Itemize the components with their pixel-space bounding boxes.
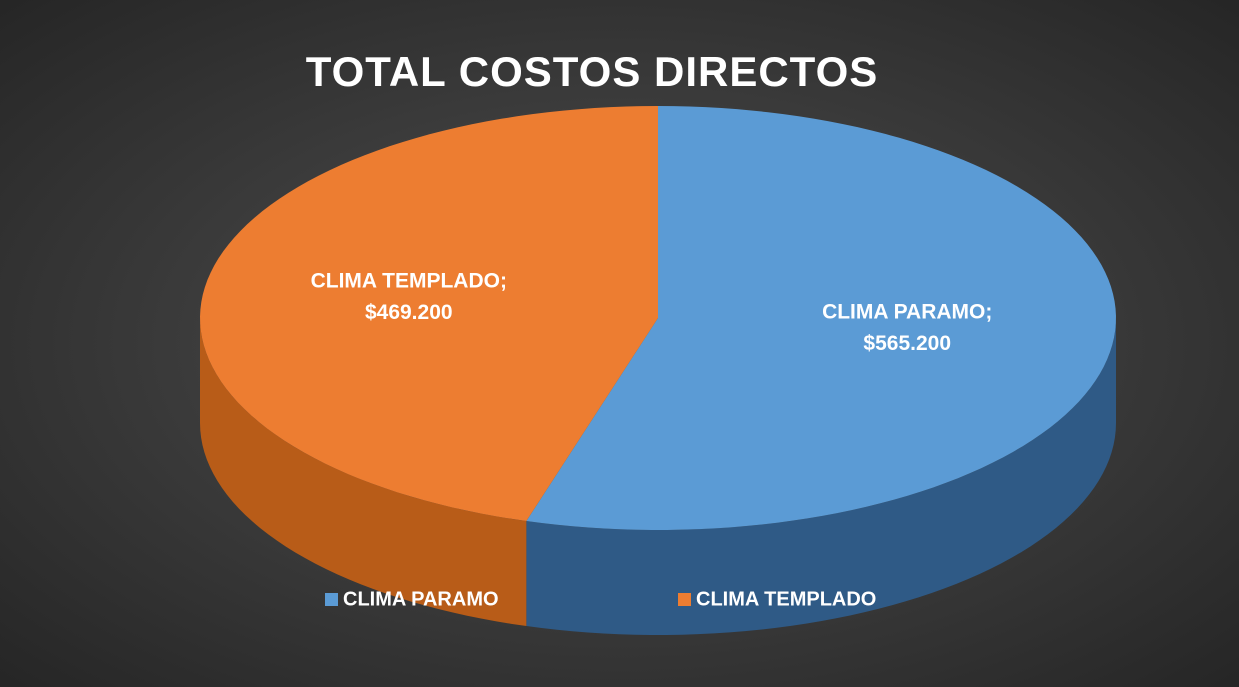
data-label-value: $565.200 bbox=[863, 332, 951, 355]
slice bbox=[526, 106, 1116, 530]
data-label-separator: ; bbox=[500, 269, 507, 292]
data-label: CLIMA PARAMO; bbox=[822, 300, 992, 323]
chart-title: TOTAL COSTOS DIRECTOS bbox=[306, 48, 879, 95]
legend-swatch bbox=[678, 593, 691, 606]
slice-side bbox=[526, 318, 1116, 635]
legend-label: CLIMA TEMPLADO bbox=[696, 588, 876, 610]
legend-label: CLIMA PARAMO bbox=[343, 588, 499, 610]
slice-side bbox=[200, 318, 527, 627]
slice bbox=[200, 106, 659, 522]
data-label-name: CLIMA TEMPLADO bbox=[311, 269, 500, 292]
legend-swatch bbox=[325, 593, 338, 606]
data-label-separator: ; bbox=[985, 300, 992, 323]
data-label-value: $469.200 bbox=[365, 301, 453, 324]
data-label-name: CLIMA PARAMO bbox=[822, 300, 985, 323]
data-label: CLIMA TEMPLADO; bbox=[311, 269, 507, 292]
